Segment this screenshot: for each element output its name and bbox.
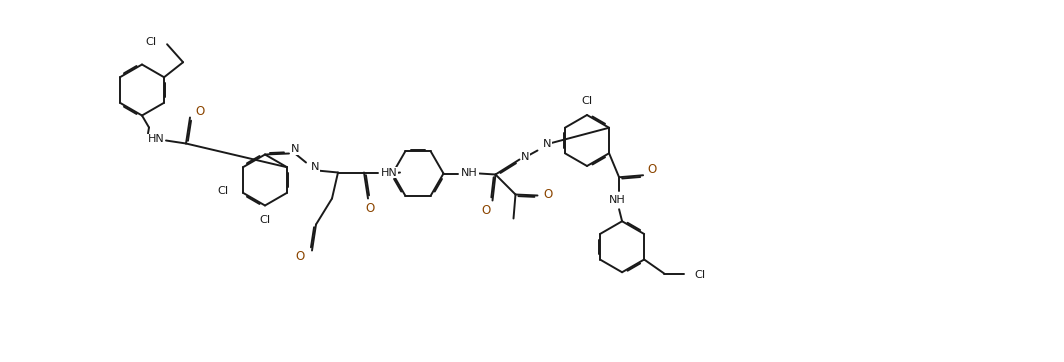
Text: O: O (296, 250, 304, 263)
Text: O: O (196, 105, 204, 118)
Text: O: O (544, 188, 553, 201)
Text: NH: NH (609, 195, 626, 205)
Text: Cl: Cl (581, 96, 593, 106)
Text: O: O (482, 204, 492, 217)
Text: Cl: Cl (695, 270, 705, 281)
Text: Cl: Cl (260, 215, 270, 224)
Text: O: O (365, 202, 375, 215)
Text: HN: HN (148, 135, 164, 144)
Text: N: N (290, 144, 299, 155)
Text: NH: NH (461, 168, 478, 178)
Text: HN: HN (381, 168, 397, 177)
Text: Cl: Cl (217, 186, 229, 196)
Text: N: N (544, 139, 552, 148)
Text: N: N (311, 163, 319, 173)
Text: N: N (521, 152, 530, 161)
Text: O: O (648, 163, 656, 176)
Text: Cl: Cl (146, 37, 156, 47)
